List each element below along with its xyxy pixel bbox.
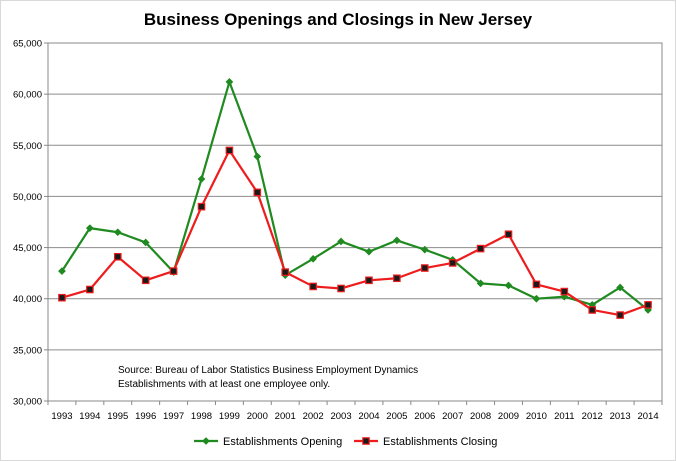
data-point xyxy=(504,230,513,239)
legend-label: Establishments Closing xyxy=(383,436,497,448)
gridlines xyxy=(48,42,662,402)
data-point xyxy=(476,244,485,253)
source-note-line: Establishments with at least one employe… xyxy=(118,379,330,390)
data-point xyxy=(560,287,569,296)
x-tick-label: 2006 xyxy=(414,411,435,422)
x-tick-label: 2013 xyxy=(610,411,631,422)
y-tick-label: 45,000 xyxy=(13,243,42,254)
legend-marker xyxy=(362,437,370,445)
y-tick-label: 40,000 xyxy=(13,294,42,305)
data-point xyxy=(113,252,122,261)
x-tick-label: 1999 xyxy=(219,411,240,422)
source-note: Source: Bureau of Labor Statistics Busin… xyxy=(118,365,418,390)
x-tick-label: 2005 xyxy=(386,411,407,422)
data-point xyxy=(392,236,401,245)
source-note-line: Source: Bureau of Labor Statistics Busin… xyxy=(118,365,418,376)
x-tick-label: 2012 xyxy=(582,411,603,422)
data-point xyxy=(365,247,373,256)
x-tick-label: 1998 xyxy=(191,411,212,422)
data-point xyxy=(58,267,66,276)
legend-item: Establishments Opening xyxy=(194,436,342,448)
data-point xyxy=(197,202,206,211)
x-tick-label: 2004 xyxy=(358,411,379,422)
x-tick-label: 1997 xyxy=(163,411,184,422)
x-axis-ticks: 1993 1994 1995 1996 1997 1998 1999 2000 2001 2002… xyxy=(47,401,663,422)
chart-title: Business Openings and Closings in New Je… xyxy=(143,10,533,29)
x-tick-label: 1995 xyxy=(107,411,128,422)
data-point xyxy=(85,224,94,233)
data-point xyxy=(225,146,234,155)
y-tick-label: 65,000 xyxy=(13,39,42,50)
data-point xyxy=(113,228,122,237)
data-point xyxy=(616,311,624,319)
data-point xyxy=(365,276,373,285)
x-tick-label: 2002 xyxy=(303,411,324,422)
x-tick-label: 2011 xyxy=(554,411,574,422)
data-point xyxy=(225,77,234,86)
data-point xyxy=(86,285,94,294)
data-point xyxy=(644,301,652,309)
data-point xyxy=(616,283,625,292)
data-point xyxy=(141,276,150,285)
y-tick-label: 35,000 xyxy=(13,345,42,356)
x-tick-label: 2001 xyxy=(275,411,296,422)
data-point xyxy=(476,279,485,288)
data-point xyxy=(644,306,652,314)
y-tick-label: 30,000 xyxy=(13,397,42,408)
y-tick-label: 55,000 xyxy=(13,141,42,152)
x-tick-label: 2007 xyxy=(442,411,463,422)
data-point xyxy=(253,152,262,161)
x-tick-label: 1994 xyxy=(79,411,100,422)
data-point xyxy=(337,284,345,293)
data-point xyxy=(448,259,457,267)
data-point xyxy=(141,238,150,247)
legend-marker xyxy=(202,437,210,445)
x-tick-label: 2014 xyxy=(637,411,658,422)
data-point xyxy=(169,267,178,275)
x-tick-label: 2010 xyxy=(526,411,547,422)
y-axis-ticks: 30,000 35,000 40,000 45,000 50,000 55,000 60,0… xyxy=(13,39,48,408)
legend-label: Establishments Opening xyxy=(223,436,342,448)
x-tick-label: 2003 xyxy=(330,411,351,422)
data-point xyxy=(504,281,513,290)
plot-area xyxy=(47,42,663,402)
y-tick-label: 60,000 xyxy=(13,90,42,101)
x-tick-label: 1996 xyxy=(135,411,156,422)
data-point xyxy=(588,306,597,314)
data-point xyxy=(393,274,401,283)
data-point xyxy=(420,245,429,254)
data-point xyxy=(309,254,318,263)
data-point xyxy=(309,282,317,291)
data-point xyxy=(58,293,66,302)
x-tick-label: 2009 xyxy=(498,411,519,422)
data-point xyxy=(197,175,206,183)
x-tick-label: 1993 xyxy=(51,411,72,422)
data-point xyxy=(420,264,429,272)
data-point xyxy=(253,188,262,197)
data-point xyxy=(532,280,541,289)
legend: Establishments Opening Establishments Clo… xyxy=(194,436,497,448)
data-point xyxy=(281,268,290,276)
data-point xyxy=(532,294,541,303)
x-tick-label: 2008 xyxy=(470,411,491,422)
series-lines xyxy=(58,77,652,319)
series-line xyxy=(61,80,649,311)
data-point xyxy=(337,237,345,246)
legend-item: Establishments Closing xyxy=(354,436,497,448)
x-tick-label: 2000 xyxy=(247,411,268,422)
series-closings xyxy=(58,146,652,319)
series-line xyxy=(61,149,649,317)
y-tick-label: 50,000 xyxy=(13,192,42,203)
